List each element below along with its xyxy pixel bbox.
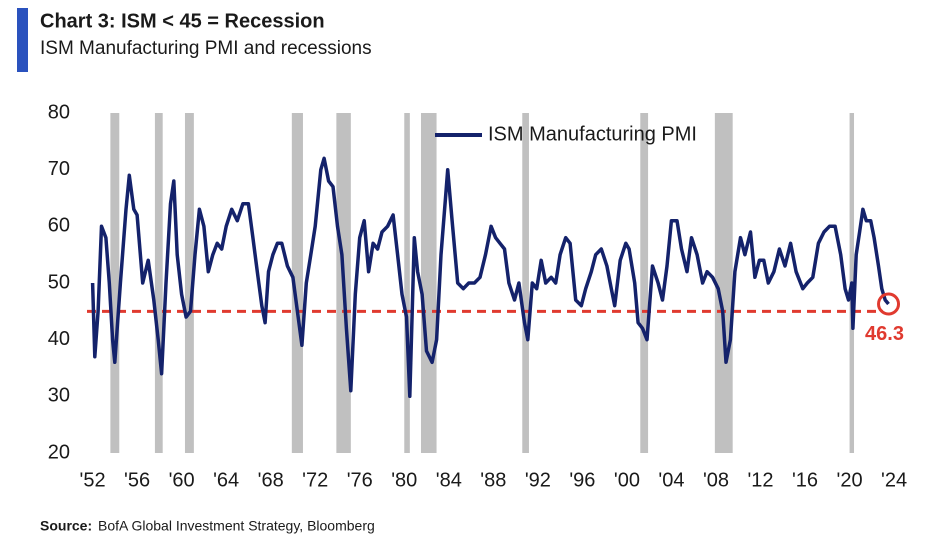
x-tick-label: '04	[658, 469, 684, 491]
legend-label: ISM Manufacturing PMI	[488, 123, 697, 145]
recession-band	[420, 113, 437, 453]
x-tick-label: '52	[80, 469, 106, 491]
recession-band	[291, 113, 303, 453]
recession-band	[640, 113, 649, 453]
x-tick-label: '64	[213, 469, 239, 491]
y-tick-label: 30	[48, 385, 70, 407]
y-tick-label: 60	[48, 215, 70, 237]
x-tick-label: '12	[747, 469, 773, 491]
pmi-line	[90, 156, 890, 399]
y-tick-label: 20	[48, 441, 70, 463]
x-tick-label: '56	[124, 469, 150, 491]
x-tick-label: '84	[436, 469, 462, 491]
annotation: 46.3	[865, 323, 904, 345]
x-tick-label: '08	[703, 469, 729, 491]
x-tick-label: '72	[302, 469, 328, 491]
x-tick-label: '96	[569, 469, 595, 491]
x-tick-label: '92	[525, 469, 551, 491]
source-label: Source:	[40, 518, 92, 534]
x-tick-label: '20	[837, 469, 863, 491]
x-tick-label: '80	[391, 469, 417, 491]
source: BofA Global Investment Strategy, Bloombe…	[98, 518, 375, 534]
last-value-marker	[877, 292, 901, 316]
x-tick-label: '24	[881, 469, 907, 491]
x-tick-label: '00	[614, 469, 640, 491]
recession-band	[404, 113, 410, 453]
y-tick-label: 40	[48, 328, 70, 350]
recession-band	[154, 113, 163, 453]
recession-band	[110, 113, 120, 453]
y-tick-label: 80	[48, 101, 70, 123]
recession-band	[184, 113, 194, 453]
chart-subtitle: ISM Manufacturing PMI and recessions	[40, 38, 372, 59]
recession-band	[714, 113, 733, 453]
x-tick-label: '16	[792, 469, 818, 491]
y-tick-label: 70	[48, 158, 70, 180]
title-accent	[17, 8, 28, 72]
x-tick-label: '60	[169, 469, 195, 491]
x-tick-label: '76	[347, 469, 373, 491]
recession-band	[522, 113, 529, 453]
chart-title: Chart 3: ISM < 45 = Recession	[40, 10, 325, 32]
x-tick-label: '88	[480, 469, 506, 491]
x-tick-label: '68	[258, 469, 284, 491]
y-tick-label: 50	[48, 271, 70, 293]
